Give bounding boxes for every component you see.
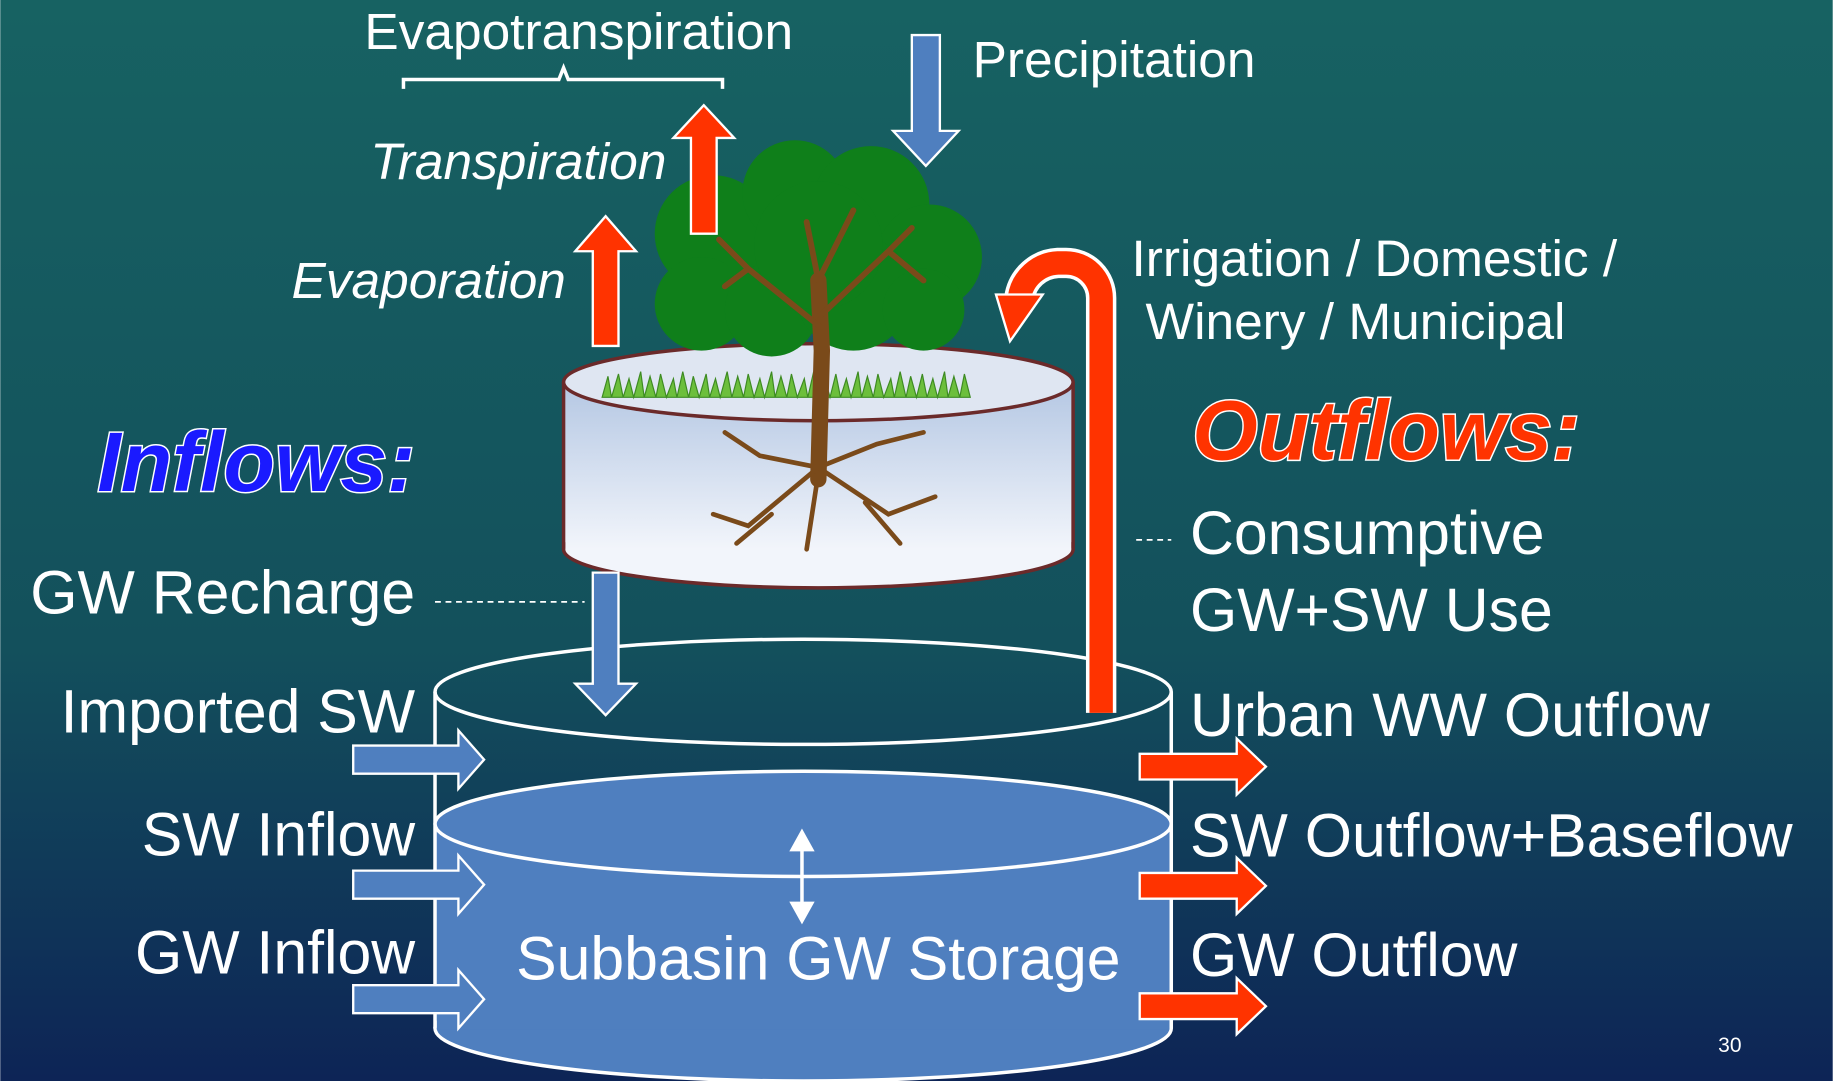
inflow-label: Imported SW — [61, 678, 416, 746]
outflow-label: GW Outflow — [1190, 921, 1519, 989]
inflows-heading: Inflows: — [97, 415, 415, 509]
applied-water-label: Irrigation / Domestic / — [1132, 229, 1618, 287]
inflow-label: SW Inflow — [142, 800, 417, 868]
outflow-label: SW Outflow+Baseflow — [1190, 802, 1794, 870]
outflow-label: Urban WW Outflow — [1190, 681, 1711, 749]
precipitation-label: Precipitation — [973, 30, 1256, 88]
et-label: Evapotranspiration — [364, 2, 793, 60]
transpiration-label: Transpiration — [370, 132, 666, 190]
outflows-heading: Outflows: — [1192, 383, 1580, 477]
inflow-label: GW Recharge — [30, 559, 415, 627]
inflow-label: GW Inflow — [135, 918, 416, 986]
page: Evapotranspiration Precipitation Transpi… — [0, 0, 1833, 1081]
evaporation-label: Evaporation — [292, 251, 566, 309]
outflow-label: Consumptive — [1190, 499, 1545, 567]
slide-number: 30 — [1718, 1034, 1741, 1057]
water-budget-diagram: Evapotranspiration Precipitation Transpi… — [0, 0, 1833, 1081]
storage-label: Subbasin GW Storage — [516, 924, 1120, 992]
applied-water-label: Winery / Municipal — [1146, 292, 1566, 350]
outflow-label: GW+SW Use — [1190, 576, 1553, 644]
